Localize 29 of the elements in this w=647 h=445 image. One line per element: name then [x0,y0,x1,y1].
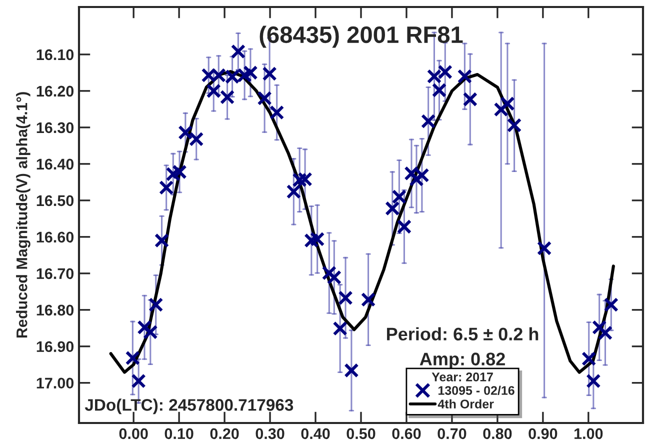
legend-label: 4th Order [438,399,494,408]
annotation: Period: 6.5 ± 0.2 h [387,327,538,340]
x-tick-label: 0.90 [528,428,558,440]
x-tick-label: 1.00 [574,428,603,440]
legend-label: 13095 - 02/16 [438,386,514,396]
y-tick-label: 16.20 [36,86,74,97]
y-tick-label: 16.30 [36,122,74,134]
x-tick-label: 0.10 [164,428,194,440]
annotation: Amp: 0.82 [420,352,505,370]
x-tick-label: 0.40 [301,428,330,440]
y-tick-label: 17.00 [36,378,74,389]
y-tick-label: 16.60 [36,232,74,243]
y-axis-title: Reduced Magnitude(V) alpha(4.1°) [16,92,30,338]
y-tick-label: 16.50 [36,195,74,206]
x-tick-label: 0.00 [119,428,148,440]
x-tick-label: 0.70 [438,428,466,440]
annotation: JDo(LTC): 2457800.717963 [84,398,294,414]
x-tick-label: 0.50 [346,428,376,440]
y-tick-label: 16.90 [36,341,74,352]
x-tick-label: 0.80 [483,428,512,440]
y-tick-label: 16.40 [36,158,74,170]
x-tick-label: 0.30 [256,428,284,440]
x-tick-label: 0.20 [210,428,239,440]
x-tick-label: 0.60 [392,428,421,440]
y-tick-label: 16.70 [36,268,74,280]
y-tick-label: 16.80 [36,304,74,316]
y-tick-label: 16.10 [36,49,74,60]
text: (68435) 2001 RF81 [260,26,463,48]
legend-title: Year: 2017 [432,372,493,382]
